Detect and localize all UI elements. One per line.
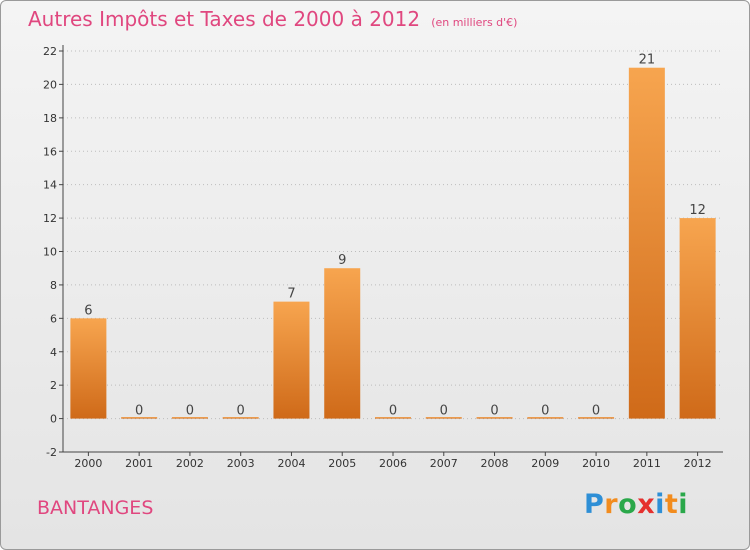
- data-label: 0: [440, 404, 448, 419]
- x-tick-label: 2004: [277, 457, 305, 470]
- data-label: 9: [338, 253, 346, 268]
- data-label: 0: [237, 404, 245, 419]
- proxiti-logo: Proxiti: [584, 489, 688, 520]
- x-tick-label: 2003: [227, 457, 255, 470]
- y-tick-label: 22: [43, 45, 57, 58]
- x-tick-label: 2006: [379, 457, 407, 470]
- y-tick-label: 4: [50, 346, 57, 359]
- bar: [70, 318, 107, 419]
- x-tick-label: 2011: [633, 457, 661, 470]
- x-tick-label: 2002: [176, 457, 204, 470]
- logo-letter: x: [637, 489, 656, 520]
- logo-letter: t: [664, 489, 679, 520]
- bar: [578, 417, 615, 419]
- bar: [222, 417, 259, 419]
- x-tick-label: 2009: [531, 457, 559, 470]
- y-tick-label: 6: [50, 312, 57, 325]
- bar: [425, 417, 462, 419]
- data-label: 7: [287, 287, 295, 302]
- y-tick-label: 12: [43, 212, 57, 225]
- x-tick-label: 2012: [684, 457, 712, 470]
- logo-letter: P: [584, 489, 605, 520]
- data-label: 0: [186, 404, 194, 419]
- bar: [273, 301, 310, 419]
- bar: [121, 417, 158, 419]
- logo-letter: i: [678, 489, 689, 520]
- x-tick-label: 2007: [430, 457, 458, 470]
- data-label: 21: [639, 53, 656, 68]
- data-label: 0: [541, 404, 549, 419]
- y-tick-label: 18: [43, 112, 57, 125]
- chart-title: Autres Impôts et Taxes de 2000 à 2012 (e…: [28, 7, 517, 31]
- y-tick-label: 16: [43, 145, 57, 158]
- y-tick-label: 8: [50, 279, 57, 292]
- data-label: 0: [135, 404, 143, 419]
- bar: [476, 417, 513, 419]
- x-tick-label: 2000: [74, 457, 102, 470]
- logo-letter: r: [604, 489, 619, 520]
- chart-title-main: Autres Impôts et Taxes de 2000 à 2012: [28, 7, 421, 31]
- bar: [324, 268, 361, 419]
- y-tick-label: 0: [50, 413, 57, 426]
- chart-title-unit: (en milliers d'€): [431, 16, 518, 29]
- data-label: 6: [84, 303, 92, 318]
- logo-letter: i: [655, 489, 665, 520]
- x-tick-label: 2010: [582, 457, 610, 470]
- data-label: 0: [592, 404, 600, 419]
- commune-name: BANTANGES: [37, 497, 154, 519]
- logo-letter: o: [618, 489, 638, 520]
- bar: [171, 417, 208, 419]
- bar: [679, 218, 716, 419]
- y-tick-label: 20: [43, 78, 57, 91]
- data-label: 0: [490, 404, 498, 419]
- bar: [375, 417, 411, 419]
- x-tick-label: 2005: [328, 457, 356, 470]
- y-tick-label: 14: [43, 179, 57, 192]
- x-tick-label: 2008: [481, 457, 509, 470]
- x-tick-label: 2001: [125, 457, 153, 470]
- y-tick-label: -2: [46, 446, 57, 459]
- y-tick-label: 10: [43, 246, 57, 259]
- y-tick-label: 2: [50, 379, 57, 392]
- bar: [628, 67, 665, 419]
- data-label: 0: [389, 404, 397, 419]
- data-label: 12: [689, 203, 706, 218]
- bar: [527, 417, 564, 419]
